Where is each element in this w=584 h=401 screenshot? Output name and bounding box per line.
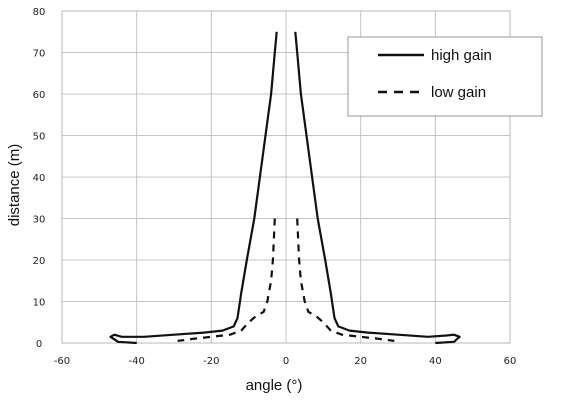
x-tick-label: 60: [504, 356, 517, 367]
y-tick-label: 30: [33, 215, 46, 226]
legend: high gain low gain: [347, 36, 543, 117]
legend-box: [347, 36, 543, 117]
x-tick-label: -40: [128, 356, 144, 367]
x-tick-label: -60: [54, 356, 70, 367]
y-tick-label: 70: [33, 49, 46, 60]
legend-label: low gain: [431, 84, 486, 101]
y-tick-label: 80: [33, 7, 46, 18]
x-axis-title: angle (°): [246, 377, 303, 394]
y-tick-label: 40: [33, 173, 46, 184]
y-tick-label: 10: [33, 298, 46, 309]
x-tick-label: 40: [429, 356, 442, 367]
series-lines: [109, 31, 461, 345]
low-gain-line-3: [296, 218, 395, 342]
y-tick-label: 60: [33, 90, 46, 101]
y-tick-label: 0: [36, 339, 42, 350]
high-gain-line-0: [109, 31, 278, 345]
high-gain-line-1: [294, 31, 461, 345]
low-gain-line-2: [177, 218, 276, 342]
tick-labels: -60 -40 -20 0 20 40 60 0 10 20 30 40 50 60 70 80: [33, 7, 517, 367]
y-axis-title: distance (m): [6, 144, 23, 227]
plot-area: [61, 10, 511, 344]
y-tick-label: 20: [33, 256, 46, 267]
x-tick-label: -20: [203, 356, 219, 367]
legend-label: high gain: [431, 47, 492, 64]
y-tick-label: 50: [33, 132, 46, 143]
x-tick-label: 0: [283, 356, 289, 367]
x-tick-label: 20: [354, 356, 367, 367]
